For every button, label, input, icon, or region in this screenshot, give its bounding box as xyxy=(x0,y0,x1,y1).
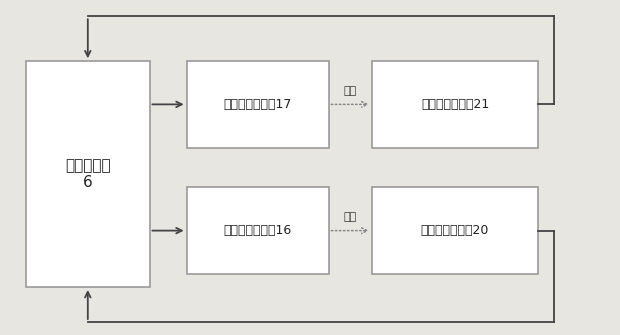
Bar xyxy=(26,61,149,287)
Text: 激光: 激光 xyxy=(343,86,356,96)
Bar xyxy=(372,61,538,147)
Text: 第一激光发射器17: 第一激光发射器17 xyxy=(223,98,292,111)
Bar xyxy=(187,188,329,274)
Text: 第二光敏传感器20: 第二光敏传感器20 xyxy=(421,224,489,237)
Text: 第一光敏传感器21: 第一光敏传感器21 xyxy=(421,98,489,111)
Bar xyxy=(372,188,538,274)
Bar xyxy=(187,61,329,147)
Text: 控制计算机
6: 控制计算机 6 xyxy=(65,158,110,190)
Text: 激光: 激光 xyxy=(343,212,356,222)
Text: 第二激光发射器16: 第二激光发射器16 xyxy=(223,224,291,237)
